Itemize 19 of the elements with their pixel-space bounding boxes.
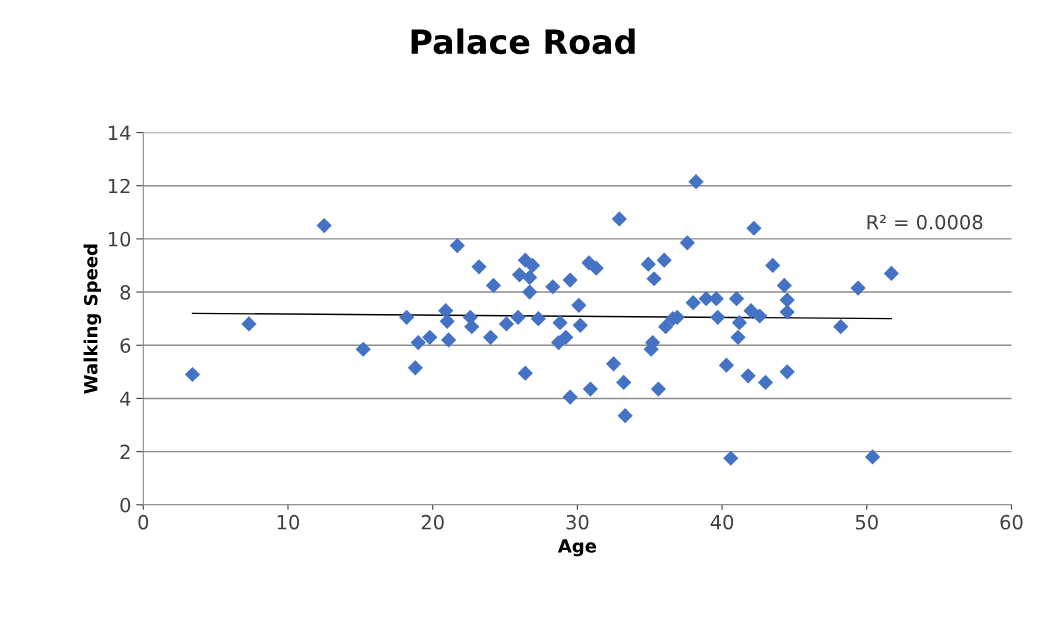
annotation: R² = 0.0008 <box>867 214 983 230</box>
y-tick-label: 8 <box>120 285 131 300</box>
y-tick-label: 10 <box>108 231 131 247</box>
x-tick-label: 20 <box>421 514 444 530</box>
y-tick-label: 0 <box>120 497 131 513</box>
x-tick-label: 40 <box>710 514 734 530</box>
x-axis-title: Age <box>557 539 597 557</box>
y-tick-label: 12 <box>108 178 130 194</box>
x-tick-label: 30 <box>566 514 589 530</box>
x-tick-label: 60 <box>1000 514 1023 530</box>
y-tick-label: 4 <box>120 391 131 406</box>
y-tick-label: 6 <box>120 338 131 353</box>
x-tick-label: 50 <box>855 514 878 530</box>
y-tick-label: 2 <box>120 444 130 459</box>
chart-title: Palace Road <box>411 28 635 55</box>
y-axis-title: Walking Speed <box>83 244 102 394</box>
x-tick-label: 0 <box>138 514 149 530</box>
y-tick-label: 14 <box>108 125 131 140</box>
x-tick-label: 10 <box>277 514 300 530</box>
